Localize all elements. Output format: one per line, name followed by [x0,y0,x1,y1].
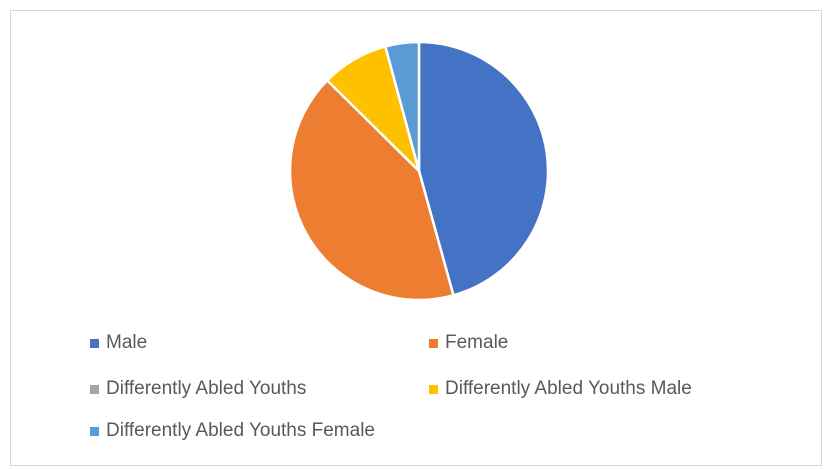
pie-chart [288,40,550,302]
legend-swatch [90,384,99,394]
chart-area: Male Female Differently Abled Youths Differ… [10,10,822,466]
legend-swatch [429,384,438,394]
legend-swatch [90,426,99,436]
legend-label: Differently Abled Youths Male [445,378,692,399]
legend-item-male: Male [90,332,147,354]
legend-item-differently-abled-youths-female: Differently Abled Youths Female [90,420,375,442]
legend-label: Male [106,332,148,353]
legend-item-female: Female [429,332,508,354]
legend-item-differently-abled-youths-male: Differently Abled Youths Male [429,378,692,400]
legend-swatch [429,338,438,348]
legend-label: Female [445,332,509,353]
legend-swatch [90,338,99,348]
pie-slice-male [417,40,550,297]
pie-slice-differently-abled-youths-female [384,40,421,173]
legend-label: Differently Abled Youths [106,378,307,399]
legend-item-differently-abled-youths: Differently Abled Youths [90,378,306,400]
pie-slice-female [288,79,455,302]
legend-label: Differently Abled Youths Female [106,420,375,441]
chart-legend: Male Female Differently Abled Youths Differ… [11,11,823,467]
